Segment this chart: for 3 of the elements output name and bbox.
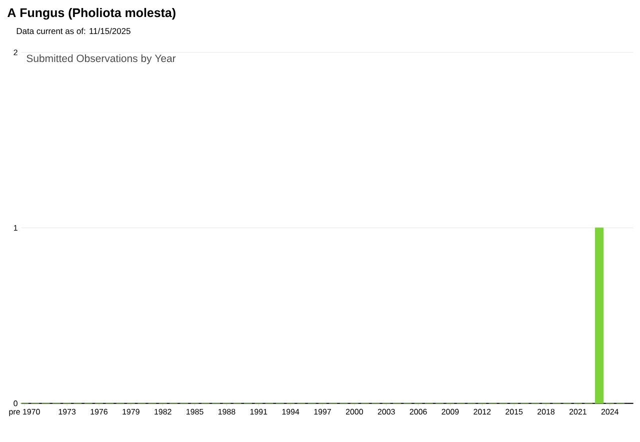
- annotation: Submitted Observations by Year: [26, 54, 176, 64]
- chart-title: A Fungus (Pholiota molesta): [8, 8, 176, 20]
- chart-subtitle: Data current as of: 11/15/2025: [16, 28, 130, 34]
